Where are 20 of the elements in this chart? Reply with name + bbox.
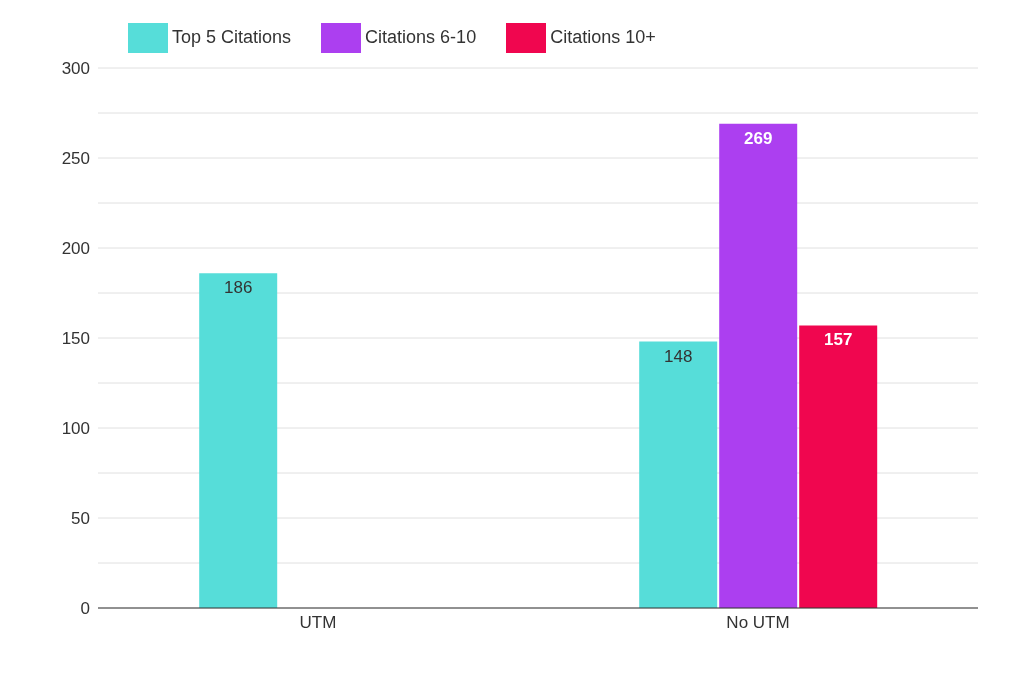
- data-label: 186: [224, 278, 253, 298]
- y-tick-label: 0: [80, 599, 90, 619]
- bar: [199, 273, 278, 608]
- y-tick-label: 200: [61, 239, 90, 259]
- bar: [639, 341, 718, 608]
- y-tick-label: 100: [61, 419, 90, 439]
- data-label: 157: [824, 330, 853, 350]
- data-label: 269: [744, 128, 773, 148]
- legend-label: Top 5 Citations: [172, 26, 292, 47]
- bar: [799, 325, 878, 608]
- bar: [719, 123, 798, 608]
- legend-label: Citations 6-10: [365, 26, 477, 47]
- legend-label: Citations 10+: [550, 26, 656, 47]
- y-tick-label: 250: [61, 149, 90, 169]
- data-label: 148: [664, 346, 693, 366]
- y-tick-label: 50: [71, 509, 90, 529]
- y-tick-label: 150: [61, 329, 90, 349]
- y-tick-label: 300: [61, 59, 90, 79]
- x-tick-label: No UTM: [726, 613, 790, 633]
- x-tick-label: UTM: [299, 613, 337, 633]
